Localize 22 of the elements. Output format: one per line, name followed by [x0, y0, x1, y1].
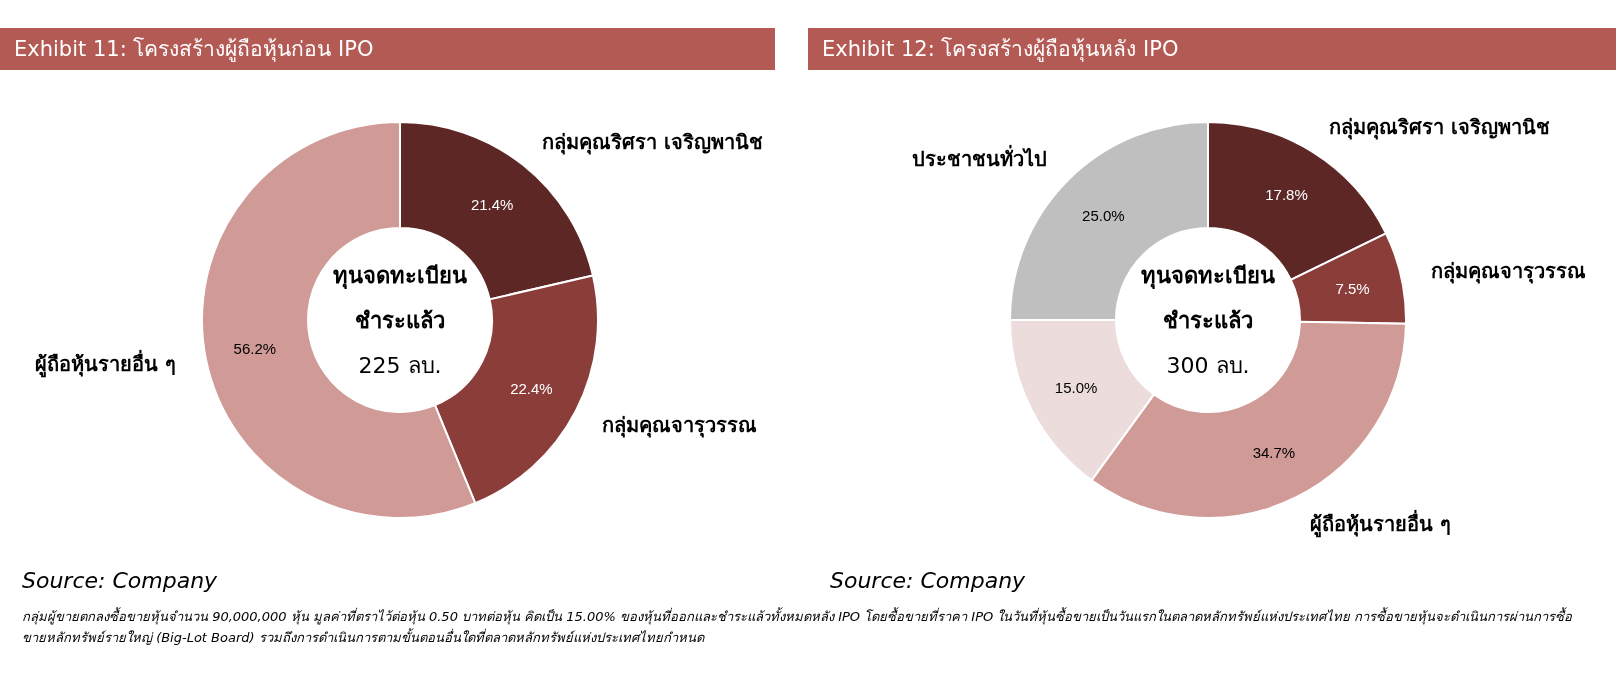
- chart-title: Exhibit 12: โครงสร้างผู้ถือหุ้นหลัง IPO: [808, 28, 1616, 70]
- chart-title: Exhibit 11: โครงสร้างผู้ถือหุ้นก่อน IPO: [0, 28, 775, 70]
- slice-label: กลุ่มคุณจารุวรรณ: [602, 412, 758, 438]
- slice-label: ผู้ถือหุ้นรายอื่น ๆ: [35, 349, 177, 379]
- text: ทุนจดทะเบียน ชำระแล้ว 300 ลบ.: [1141, 262, 1275, 378]
- data-label: 22.4%: [510, 379, 553, 397]
- data-label: 15.0%: [1054, 378, 1098, 396]
- data-label: 56.2%: [233, 340, 277, 358]
- data-label: 21.4%: [470, 195, 514, 213]
- source-note: Source: Company: [830, 568, 1026, 593]
- data-label: 7.5%: [1335, 279, 1370, 297]
- slice-label: กลุ่มคุณจารุวรรณ: [1430, 258, 1586, 284]
- slice-label: กลุ่มคุณริศรา เจริญพานิช: [1328, 114, 1550, 140]
- slice-label: ผู้ถือหุ้นรายอื่น ๆ: [1309, 509, 1451, 539]
- data-label: 34.7%: [1252, 444, 1296, 461]
- slice-label: กลุ่มคุณริศรา เจริญพานิช: [542, 129, 763, 155]
- source-note: Source: Company: [22, 568, 218, 593]
- data-label: 17.8%: [1265, 186, 1308, 204]
- slice-label: ประชาชนทั่วไป: [911, 143, 1047, 171]
- text: ทุนจดทะเบียน ชำระแล้ว 225 ลบ.: [333, 262, 467, 378]
- text: กลุ่มผู้ขายตกลงซื้อขายหุ้นจำนวน 90,000,000 หุ้น มูลค่าที่ตราไว้ต่อหุ้น 0.50 บาทต่อหุ้น คิดเป็น 15.00% ของหุ้นที่ออกและชำระแล้วทั้งหมดหลัง IPO โดยซื้อขายที่ราคา IPO ในวันที่หุ้นซื้อขายเป็นวันแรกในตลาดหลักทรัพย์แห่งประเทศไทย การซื้อขายหุ้นจะดำเนินการผ่านการซื้อขายหลักทรัพย์รายใหญ่ (Big-Lot Board) รวมถึงการดำเนินการตามขั้นตอนอื่นใดที่ตลาดหลักทรัพย์แห่งประเทศไทยกำหนด: [22, 606, 1574, 647]
- data-label: 25.0%: [1082, 206, 1125, 224]
